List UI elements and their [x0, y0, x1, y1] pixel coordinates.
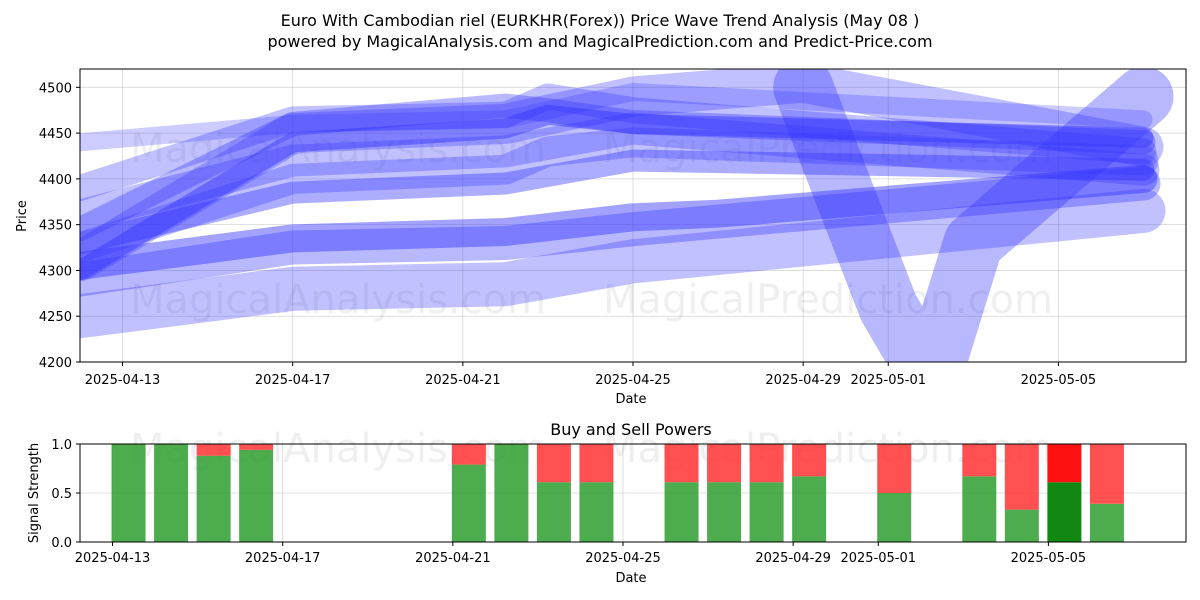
price-y-tick-label: 4500	[39, 81, 72, 96]
signal-y-tick-label: 1.0	[51, 438, 72, 453]
buy-bar	[962, 476, 997, 542]
buy-bar	[536, 482, 571, 542]
watermark-analysis-mid: MagicalAnalysis.com	[130, 277, 546, 323]
signal-x-tick-label: 2025-05-01	[840, 551, 916, 566]
watermark-prediction-mid: MagicalPrediction.com	[603, 277, 1053, 323]
sell-bar	[451, 444, 486, 465]
sell-bar	[536, 444, 571, 483]
signal-x-axis-label: Date	[615, 571, 646, 586]
wave-line-10	[80, 82, 1153, 152]
signal-y-axis-label: Signal Strength	[27, 443, 42, 543]
price-x-tick-label: 2025-04-25	[595, 373, 671, 388]
buy-bar	[877, 493, 912, 542]
sell-bar	[707, 444, 742, 483]
price-watermarks: MagicalAnalysis.com MagicalPrediction.co…	[130, 126, 1053, 323]
watermark-analysis-top: MagicalAnalysis.com	[130, 126, 546, 172]
sell-bar	[579, 444, 614, 483]
signal-x-tick-label: 2025-05-05	[1011, 551, 1087, 566]
buy-bar	[792, 476, 827, 542]
sell-bar	[962, 444, 997, 477]
sell-bar	[792, 444, 827, 477]
price-y-tick-label: 4400	[39, 173, 72, 188]
signal-x-tick-label: 2025-04-13	[75, 551, 151, 566]
buy-bar	[239, 449, 274, 542]
price-y-tick-label: 4450	[39, 127, 72, 142]
buy-bar	[579, 482, 614, 542]
wave-line-12	[80, 112, 1160, 232]
price-y-tick-label: 4350	[39, 219, 72, 234]
sell-bar	[664, 444, 699, 483]
buy-bar	[749, 482, 784, 542]
buy-bar	[1047, 482, 1082, 542]
price-y-tick-label: 4200	[39, 356, 72, 371]
sell-bar	[1089, 444, 1124, 504]
wave-line-6	[80, 83, 1157, 201]
signal-bars	[111, 444, 1124, 542]
wave-line-5	[80, 104, 1154, 281]
buy-bar	[1089, 503, 1124, 542]
price-x-tick-label: 2025-04-13	[85, 373, 161, 388]
buy-bar	[196, 455, 231, 542]
buy-bar	[451, 464, 486, 542]
buy-bar	[664, 482, 699, 542]
signal-x-tick-label: 2025-04-29	[755, 551, 831, 566]
price-x-tick-label: 2025-05-01	[850, 373, 926, 388]
wave-line-1	[80, 164, 1158, 280]
signal-x-ticks: 2025-04-13 2025-04-17 2025-04-21 2025-04-25…	[75, 542, 1086, 566]
price-x-axis-label: Date	[615, 392, 646, 407]
wave-line-2	[80, 166, 1161, 297]
wave-line-9	[80, 188, 1166, 339]
buy-bar	[494, 444, 529, 542]
sell-bar	[1047, 444, 1082, 483]
price-x-ticks: 2025-04-13 2025-04-17 2025-04-21 2025-04-25…	[85, 362, 1096, 388]
price-x-tick-label: 2025-05-05	[1021, 373, 1097, 388]
watermark-prediction-top: MagicalPrediction.com	[603, 126, 1053, 172]
signal-x-tick-label: 2025-04-25	[585, 551, 661, 566]
signal-x-tick-label: 2025-04-17	[245, 551, 321, 566]
signal-chart-title: Buy and Sell Powers	[550, 420, 712, 439]
wave-line-7	[80, 93, 1156, 242]
chart-title: Euro With Cambodian riel (EURKHR(Forex))…	[281, 11, 920, 30]
price-grid	[80, 69, 1186, 363]
price-x-tick-label: 2025-04-21	[425, 373, 501, 388]
wave-line-11	[773, 69, 1174, 362]
price-y-axis-label: Price	[15, 200, 30, 232]
sell-bar	[1004, 444, 1039, 510]
wave-line-8	[80, 69, 1164, 282]
sell-bar	[877, 444, 912, 493]
sell-bar	[239, 444, 274, 450]
buy-bar	[154, 444, 189, 542]
price-y-tick-label: 4300	[39, 264, 72, 279]
signal-y-tick-label: 0.5	[51, 487, 72, 502]
buy-bar	[707, 482, 742, 542]
price-x-tick-label: 2025-04-17	[255, 373, 331, 388]
chart-subtitle: powered by MagicalAnalysis.com and Magic…	[267, 32, 932, 51]
signal-y-ticks: 0.0 0.5 1.0	[51, 438, 80, 551]
buy-bar	[111, 444, 146, 542]
signal-x-tick-label: 2025-04-21	[415, 551, 491, 566]
sell-bar	[196, 444, 231, 456]
sell-bar	[749, 444, 784, 483]
signal-y-tick-label: 0.0	[51, 536, 72, 551]
price-x-tick-label: 2025-04-29	[765, 373, 841, 388]
wave-line-3	[80, 149, 1155, 254]
price-y-tick-label: 4250	[39, 310, 72, 325]
price-waves	[80, 69, 1174, 362]
price-y-ticks: 4200 4250 4300 4350 4400 4450 4500	[39, 81, 80, 371]
buy-bar	[1004, 509, 1039, 542]
wave-line-4	[80, 127, 1159, 263]
